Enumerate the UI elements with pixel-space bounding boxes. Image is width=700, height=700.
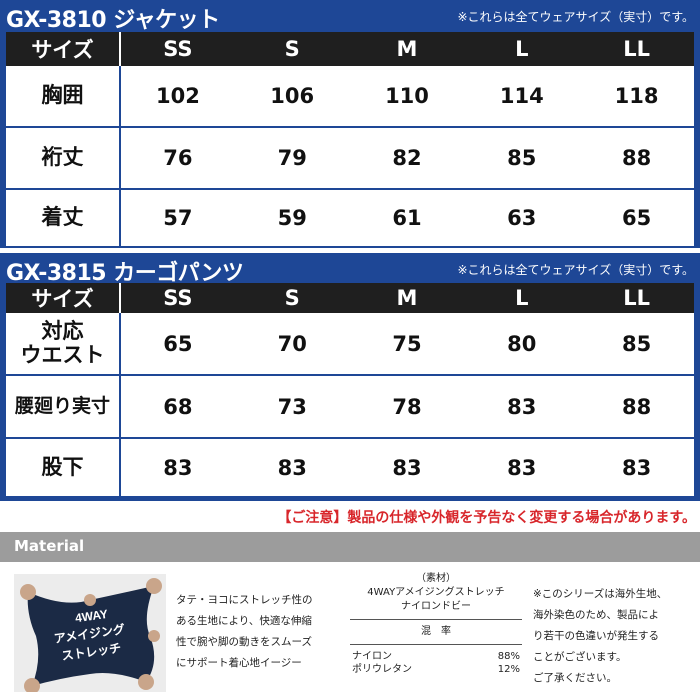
size-ll: LL [579,32,694,66]
table-row: 裄丈 76 79 82 85 88 [6,126,694,189]
jacket-title: GX-3810 ジャケット [6,8,220,33]
spec-divider [350,619,522,620]
table-cell: 75 [392,331,422,356]
pants-size-note: ※これらは全てウェアサイズ（実寸）です。 [457,263,695,277]
table-cell: 102 [155,84,200,108]
size-s: S [234,283,350,313]
table-row: 股下 83 83 83 83 83 [6,437,694,496]
material-section-bar: Material [0,532,700,562]
blend-percent: 88% [497,651,520,662]
jacket-size-note: ※これらは全てウェアサイズ（実寸）です。 [457,10,695,24]
row-label: 対応 ウエスト [6,313,121,375]
material-heading: Material [14,537,85,555]
table-cell: 61 [349,188,465,246]
color-variance-note: ※このシリーズは海外生地、 海外染色のため、製品によ り若干の色違いが発生する … [533,584,697,689]
row-label: 股下 [6,437,121,496]
table-cell: 83 [579,437,694,496]
table-cell: 78 [349,374,465,438]
table-cell: 76 [120,126,235,189]
fabric-text-line-1: 4WAY [74,607,109,625]
description-line: 性で腕や脚の動きをスムーズ [176,636,312,648]
table-header-row: サイズ SS S M L LL [6,32,694,66]
pants-size-block: GX-3815 カーゴパンツ ※これらは全てウェアサイズ（実寸）です。 サイズ … [0,253,700,501]
table-row: 胸囲 102 106 110 114 118 [6,66,694,127]
blend-percent: 12% [497,664,520,675]
spec-title: （素材） [416,573,456,584]
size-l: L [464,32,580,66]
blend-name: ナイロン [352,651,392,662]
note-line: 海外染色のため、製品によ [533,609,659,621]
blend-label: 混 率 [421,626,451,637]
size-m: M [349,32,465,66]
table-cell: 85 [464,126,580,189]
table-cell: 88 [579,126,694,189]
description-line: にサポート着心地イージー [176,657,302,669]
table-cell: 83 [120,437,235,496]
table-cell: 85 [621,331,652,356]
table-cell: 106 [270,84,315,108]
table-row: 腰廻り実寸 68 73 78 83 88 [6,374,694,438]
row-label: 裄丈 [6,126,121,189]
stretch-fabric-image: 4WAY アメイジング ストレッチ [14,574,166,692]
pants-title: GX-3815 カーゴパンツ [6,261,244,286]
note-line: ※このシリーズは海外生地、 [533,588,668,600]
size-l: L [464,283,580,313]
table-cell: 88 [579,374,694,438]
row-label: 胸囲 [6,66,121,127]
table-cell: 110 [385,84,429,108]
description-line: タテ・ヨコにストレッチ性の [176,594,313,606]
blend-name: ポリウレタン [352,664,412,675]
jacket-size-block: GX-3810 ジャケット ※これらは全てウェアサイズ（実寸）です。 サイズ S… [0,0,700,248]
table-cell: 57 [120,188,235,246]
table-cell: 83 [349,437,465,496]
table-cell: 73 [234,374,350,438]
table-cell: 65 [163,331,193,356]
caution-notice: 【ご注意】製品の仕様や外観を予告なく変更する場合があります。 [277,510,696,526]
blend-row: ナイロン 88% [350,650,522,663]
size-header-label: サイズ [6,283,121,313]
table-cell: 70 [277,331,307,356]
note-line: り若干の色違いが発生する [533,630,659,642]
table-cell: 83 [464,374,580,438]
fabric-illustration: 4WAY アメイジング ストレッチ [20,578,162,692]
note-line: ご了承ください。 [533,672,617,684]
table-row: 対応 ウエスト 65 70 75 80 85 [6,313,694,375]
note-line: ことがございます。 [533,651,627,663]
spec-fabric-name: 4WAYアメイジングストレッチ [367,587,505,598]
table-cell: 83 [234,437,350,496]
table-cell: 114 [499,84,544,108]
row-label: 腰廻り実寸 [6,374,121,438]
size-ss: SS [120,32,235,66]
table-cell: 79 [234,126,350,189]
blend-row: ポリウレタン 12% [350,663,522,676]
size-ss: SS [120,283,235,313]
table-cell: 59 [234,188,350,246]
table-cell: 68 [120,374,235,438]
table-cell: 63 [464,188,580,246]
table-header-row: サイズ SS S M L LL [6,283,694,313]
spec-fabric-type: ナイロンドビー [401,601,471,612]
size-ll: LL [579,283,694,313]
description-line: ある生地により、快適な伸縮 [176,615,312,627]
row-label: 着丈 [6,188,121,246]
size-m: M [349,283,465,313]
spec-divider [350,644,522,645]
size-header-label: サイズ [6,32,121,66]
jacket-size-table: サイズ SS S M L LL 胸囲 102 106 110 114 118 裄… [6,32,694,246]
table-cell: 82 [349,126,465,189]
material-description: タテ・ヨコにストレッチ性の ある生地により、快適な伸縮 性で腕や脚の動きをスムー… [176,590,344,674]
table-cell: 118 [614,84,659,108]
size-s: S [234,32,350,66]
table-cell: 65 [579,188,694,246]
pants-size-table: サイズ SS S M L LL 対応 ウエスト 65 70 75 80 85 腰… [6,283,694,496]
material-spec: （素材） 4WAYアメイジングストレッチ ナイロンドビー 混 率 ナイロン 88… [350,572,522,676]
table-row: 着丈 57 59 61 63 65 [6,188,694,246]
table-cell: 83 [464,437,580,496]
table-cell: 80 [507,331,537,356]
